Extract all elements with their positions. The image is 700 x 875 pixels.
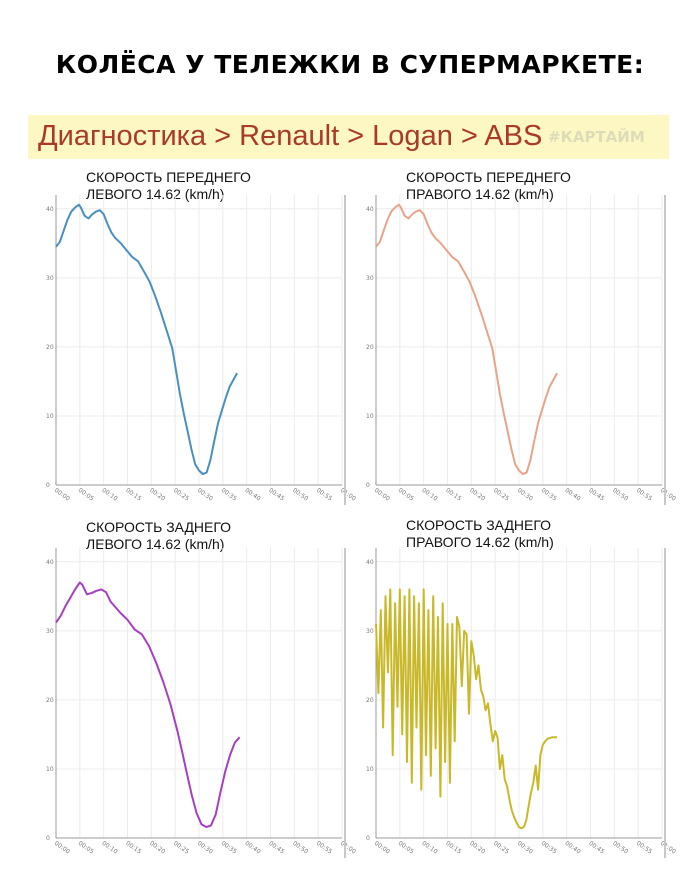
chart-title-line-2: ЛЕВОГО 14.62 (km/h) [86, 536, 225, 552]
y-tick-label: 40 [46, 559, 54, 566]
x-tick-label: 00:10 [421, 487, 439, 503]
x-tick-label: 00:15 [124, 487, 142, 503]
x-tick-label: 00:15 [444, 487, 462, 503]
x-tick-label: 00:30 [516, 840, 534, 856]
x-tick-label: 00:35 [220, 487, 238, 503]
y-tick-label: 40 [366, 559, 374, 566]
x-tick-label: 00:55 [635, 840, 653, 856]
speed-series-line [375, 588, 558, 830]
speed-series-line [55, 581, 241, 828]
x-tick-label: 00:55 [635, 487, 653, 503]
y-tick-label: 20 [46, 344, 54, 351]
y-tick-label: 0 [366, 835, 370, 842]
x-tick-label: 00:15 [124, 840, 142, 856]
x-tick-label: 00:50 [611, 840, 629, 856]
y-tick-label: 20 [46, 697, 54, 704]
x-tick-label: 00:30 [196, 487, 214, 503]
y-tick-label: 10 [46, 413, 54, 420]
watermark-tag: #КАРТАЙМ [548, 128, 645, 146]
y-tick-label: 30 [366, 275, 374, 282]
x-tick-label: 00:20 [468, 487, 486, 503]
chart-title-line-1: СКОРОСТЬ ЗАДНЕГО [86, 519, 232, 535]
x-tick-label: 00:50 [291, 487, 309, 503]
x-tick-label: 00:35 [220, 840, 238, 856]
x-tick-label: 00:20 [148, 487, 166, 503]
x-tick-label: 00:30 [196, 840, 214, 856]
chart-title-line-1: СКОРОСТЬ ПЕРЕДНЕГО [86, 169, 251, 185]
diagnostics-banner: Диагностика > Renault > Logan > ABS #КАР… [28, 115, 669, 159]
x-tick-label: 00:40 [564, 487, 582, 503]
y-tick-label: 10 [46, 766, 54, 773]
x-tick-label: 00:50 [291, 840, 309, 856]
x-tick-label: 00:10 [101, 487, 119, 503]
x-tick-label: 00:55 [315, 487, 333, 503]
line-chart-front-left: 00:00 00:05 00:10 00:15 00:20 00:25 00:30 00:35… [46, 195, 357, 505]
diagnostics-path: Диагностика > Renault > Logan > ABS [38, 120, 543, 152]
chart-title-line-1: СКОРОСТЬ ПЕРЕДНЕГО [406, 169, 571, 185]
y-tick-label: 40 [46, 206, 54, 213]
x-tick-label: 00:00 [53, 487, 71, 503]
x-tick-label: 00:45 [267, 840, 285, 856]
line-chart-rear-left: 00:00 00:05 00:10 00:15 00:20 00:25 00:30 00:35… [46, 548, 357, 858]
chart-title-line-1: СКОРОСТЬ ЗАДНЕГО [406, 517, 552, 533]
chart-title: СКОРОСТЬ ПЕРЕДНЕГО ЛЕВОГО 14.62 (km/h) [86, 169, 251, 203]
y-tick-label: 10 [366, 413, 374, 420]
x-tick-label: 00:05 [397, 487, 415, 503]
x-tick-label: 01:00 [659, 487, 677, 503]
y-tick-label: 0 [366, 482, 370, 489]
x-tick-label: 00:20 [468, 840, 486, 856]
x-tick-label: 01:00 [339, 840, 357, 856]
y-tick-label: 30 [46, 275, 54, 282]
x-tick-label: 00:50 [611, 487, 629, 503]
y-tick-label: 20 [366, 697, 374, 704]
y-tick-label: 20 [366, 344, 374, 351]
x-tick-label: 00:10 [101, 840, 119, 856]
x-tick-label: 00:25 [492, 840, 510, 856]
x-tick-label: 00:00 [53, 840, 71, 856]
x-tick-label: 00:15 [444, 840, 462, 856]
x-tick-label: 00:20 [148, 840, 166, 856]
x-tick-label: 00:10 [421, 840, 439, 856]
y-tick-label: 30 [46, 628, 54, 635]
x-tick-label: 00:45 [587, 487, 605, 503]
chart-title-line-2: ЛЕВОГО 14.62 (km/h) [86, 186, 225, 202]
x-tick-label: 00:05 [77, 487, 95, 503]
chart-title: СКОРОСТЬ ЗАДНЕГО ПРАВОГО 14.62 (km/h) [406, 517, 554, 551]
speed-series-line [375, 203, 558, 475]
chart-title-line-2: ПРАВОГО 14.62 (km/h) [406, 534, 554, 550]
y-tick-label: 0 [46, 835, 50, 842]
x-tick-label: 01:00 [339, 487, 357, 503]
chart-title-line-2: ПРАВОГО 14.62 (km/h) [406, 186, 554, 202]
x-tick-label: 00:00 [373, 487, 391, 503]
x-tick-label: 00:40 [564, 840, 582, 856]
line-chart-rear-right: 00:00 00:05 00:10 00:15 00:20 00:25 00:30 00:35… [366, 548, 677, 858]
x-tick-label: 00:30 [516, 487, 534, 503]
x-tick-label: 00:40 [244, 487, 262, 503]
x-tick-label: 00:05 [77, 840, 95, 856]
x-tick-label: 00:45 [587, 840, 605, 856]
speed-series-line [55, 203, 238, 475]
y-tick-label: 10 [366, 766, 374, 773]
chart-title: СКОРОСТЬ ЗАДНЕГО ЛЕВОГО 14.62 (km/h) [86, 519, 231, 553]
x-tick-label: 00:25 [172, 487, 190, 503]
y-tick-label: 0 [46, 482, 50, 489]
x-tick-label: 00:55 [315, 840, 333, 856]
x-tick-label: 00:25 [492, 487, 510, 503]
x-tick-label: 00:25 [172, 840, 190, 856]
x-tick-label: 00:40 [244, 840, 262, 856]
x-tick-label: 00:35 [540, 840, 558, 856]
line-chart-front-right: 00:00 00:05 00:10 00:15 00:20 00:25 00:30 00:35… [366, 195, 677, 505]
x-tick-label: 00:45 [267, 487, 285, 503]
x-tick-label: 00:35 [540, 487, 558, 503]
y-tick-label: 40 [366, 206, 374, 213]
chart-title: СКОРОСТЬ ПЕРЕДНЕГО ПРАВОГО 14.62 (km/h) [406, 169, 571, 203]
y-tick-label: 30 [366, 628, 374, 635]
x-tick-label: 00:00 [373, 840, 391, 856]
x-tick-label: 00:05 [397, 840, 415, 856]
page-headline: КОЛЁСА У ТЕЛЕЖКИ В СУПЕРМАРКЕТЕ: [55, 50, 645, 79]
x-tick-label: 01:00 [659, 840, 677, 856]
